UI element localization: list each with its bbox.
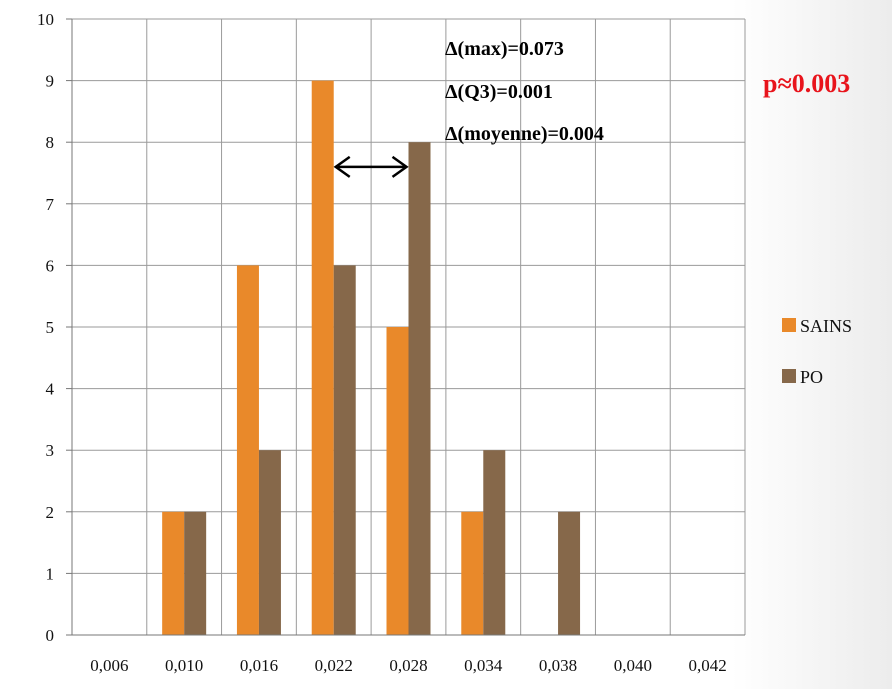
y-tick-label: 3 [46, 441, 55, 460]
legend-label-po: PO [800, 367, 823, 387]
x-tick-label: 0,022 [315, 656, 353, 675]
legend-label-sains: SAINS [800, 316, 852, 336]
bar-sains [311, 80, 334, 636]
x-tick-label: 0,034 [464, 656, 503, 675]
y-tick-label: 9 [46, 72, 55, 91]
bar-po [558, 511, 581, 635]
bar-sains [386, 327, 409, 635]
difference-arrow [333, 155, 409, 178]
x-tick-label: 0,028 [389, 656, 427, 675]
bar-po [184, 511, 207, 635]
arrow-head-left [333, 155, 351, 178]
x-tick-label: 0,042 [688, 656, 726, 675]
y-tick-labels: 0 1 2 3 4 5 6 7 8 9 10 [37, 10, 55, 645]
y-tick-label: 2 [46, 503, 55, 522]
x-tick-label: 0,006 [90, 656, 128, 675]
x-tick-labels: 0,006 0,010 0,016 0,022 0,028 0,034 0,038 0,040… [90, 656, 726, 675]
bar-sains [236, 265, 259, 635]
y-tick-label: 4 [46, 380, 55, 399]
legend-swatch-sains [782, 318, 796, 332]
y-tick-label: 0 [46, 626, 55, 645]
annotation-delta-moyenne: Δ(moyenne)=0.004 [445, 123, 604, 145]
legend: SAINS PO [782, 316, 852, 387]
y-tick-label: 5 [46, 318, 55, 337]
x-tick-label: 0,016 [240, 656, 278, 675]
bar-po [333, 265, 356, 635]
y-tick-label: 8 [46, 133, 55, 152]
x-tick-label: 0,010 [165, 656, 203, 675]
y-tick-label: 6 [46, 256, 55, 275]
legend-swatch-po [782, 369, 796, 383]
x-tick-label: 0,040 [614, 656, 652, 675]
annotation-delta-q3: Δ(Q3)=0.001 [445, 81, 553, 103]
p-value-label: p≈0.003 [763, 69, 850, 98]
y-tick-label: 7 [46, 195, 55, 214]
x-tick-label: 0,038 [539, 656, 577, 675]
annotation-delta-max: Δ(max)=0.073 [445, 38, 564, 60]
bar-sains [461, 511, 484, 635]
y-tick-label: 10 [37, 10, 54, 29]
bars [162, 80, 581, 636]
arrow-head-right [391, 155, 409, 178]
bar-po [258, 450, 281, 635]
bar-po [408, 142, 431, 635]
axes [66, 18, 745, 636]
bar-po [483, 450, 506, 635]
bar-sains [162, 511, 185, 635]
y-tick-label: 1 [46, 564, 55, 583]
